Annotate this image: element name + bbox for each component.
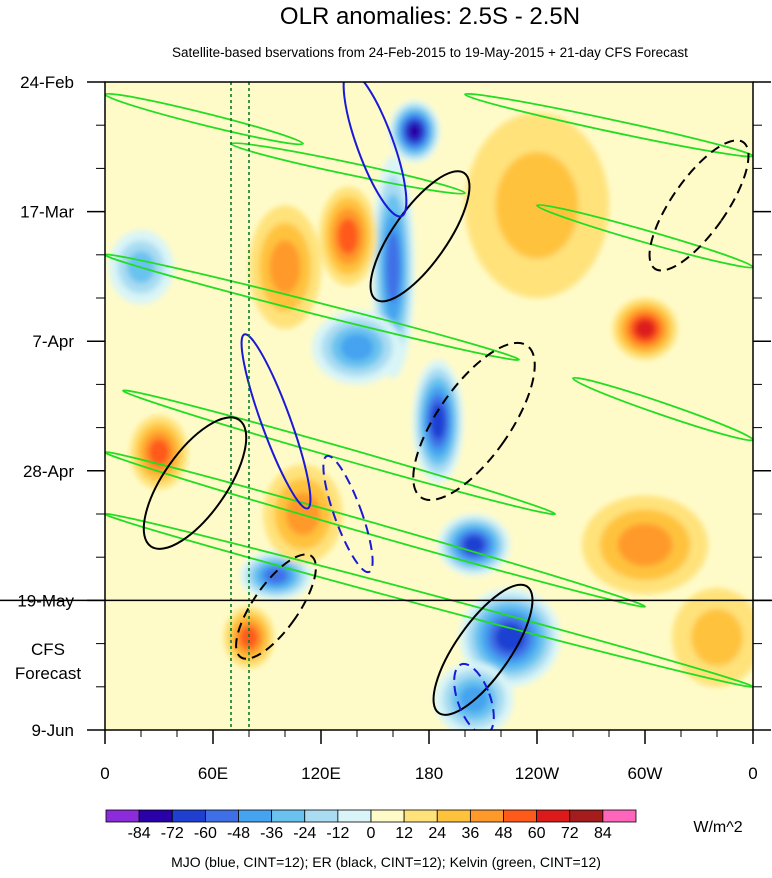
mjo-contours [240,82,495,730]
y-tick-label: 19-May [17,591,74,610]
colorbar-swatch [469,809,504,823]
mjo-contour [240,333,312,510]
anomaly-blob [386,231,400,303]
er-contour [142,416,248,550]
colorbar-swatch [337,809,372,823]
colorbar-level-label: 72 [561,825,579,842]
colorbar-swatch [171,809,206,823]
colorbar-level-label: -72 [161,825,184,842]
colorbar-swatch [503,809,538,823]
colorbar-level-label: 48 [495,825,513,842]
mjo-contour [453,662,495,730]
colorbar-level-label: 60 [528,825,546,842]
colorbar-swatch [536,809,571,823]
y-tick-label: 24-Feb [20,73,74,92]
anomaly-blob [430,403,446,440]
kelvin-contour [122,389,556,516]
colorbar-level-label: -24 [293,825,316,842]
y-tick-label: 7-Apr [32,332,74,351]
er-contour [235,553,317,660]
anomaly-blob [337,218,359,255]
colorbar-level-label: -36 [260,825,283,842]
x-tick-label: 120E [301,764,341,783]
x-tick-label: 180 [415,764,443,783]
colorbar-level-label: 12 [395,825,413,842]
colorbar-swatch [602,809,637,823]
anomaly-blob [617,523,673,567]
forecast-label-line1: CFS [31,640,65,659]
x-tick-label: 60W [628,764,663,783]
er-contour [432,583,534,716]
colorbar-level-label: -12 [326,825,349,842]
colorbar-swatch [304,809,339,823]
anomaly-blob [463,535,485,554]
colorbar-swatch [271,809,306,823]
colorbar-level-label: 24 [428,825,446,842]
anomaly-blob [634,318,656,339]
colorbar-unit: W/m^2 [693,819,742,836]
contour-legend-footer: MJO (blue, CINT=12); ER (black, CINT=12)… [171,854,601,870]
colorbar-swatch [403,809,438,823]
er-contour [369,170,471,303]
colorbar-level-label: -60 [194,825,217,842]
anomaly-blob [148,438,170,466]
mjo-contour [342,82,408,218]
colorbar-swatch [436,809,471,823]
y-tick-label: 28-Apr [23,462,74,481]
anomaly-blob [691,609,743,666]
colorbar-swatch [105,809,140,823]
mjo-contour [322,454,374,574]
colorbar-swatch [204,809,239,823]
x-tick-label: 0 [748,764,757,783]
er-contours [142,139,750,716]
er-contour [648,139,750,272]
colorbar-level-label: -84 [128,825,151,842]
anomaly-blob [340,333,374,361]
colorbar-swatch [370,809,405,823]
y-tick-label: 9-Jun [31,721,74,740]
anomaly-blob [269,240,301,294]
colorbar-level-label: 36 [461,825,479,842]
colorbar-swatch [569,809,604,823]
x-tick-label: 60E [198,764,228,783]
colorbar-swatch [238,809,273,823]
x-tick-label: 120W [515,764,559,783]
colorbar-swatch [138,809,173,823]
x-tick-label: 0 [100,764,109,783]
y-axis: 24-Feb 17-Mar 7-Apr 28-Apr 19-May 9-Jun [17,73,771,740]
er-contour [412,341,536,502]
reference-lines [230,82,250,730]
colorbar: -84 -72 -60 -48 -36 -24 -12 0 12 24 36 48 60 72 84 [105,809,637,842]
chart-subtitle: Satellite-based bservations from 24-Feb-… [172,45,688,60]
y-tick-label: 17-Mar [20,203,74,222]
colorbar-level-label: 84 [594,825,612,842]
anomaly-blob [407,122,422,140]
plot-area [105,82,753,730]
colorbar-level-label: 0 [367,825,376,842]
x-axis: 0 60E 120E 180 120W 60W 0 [100,730,758,783]
kelvin-contour [105,512,753,688]
colorbar-level-label: -48 [227,825,250,842]
anomaly-blob [239,626,259,649]
anomaly-blob [264,567,288,584]
chart-title: OLR anomalies: 2.5S - 2.5N [280,3,580,30]
forecast-label-line2: Forecast [15,664,81,683]
